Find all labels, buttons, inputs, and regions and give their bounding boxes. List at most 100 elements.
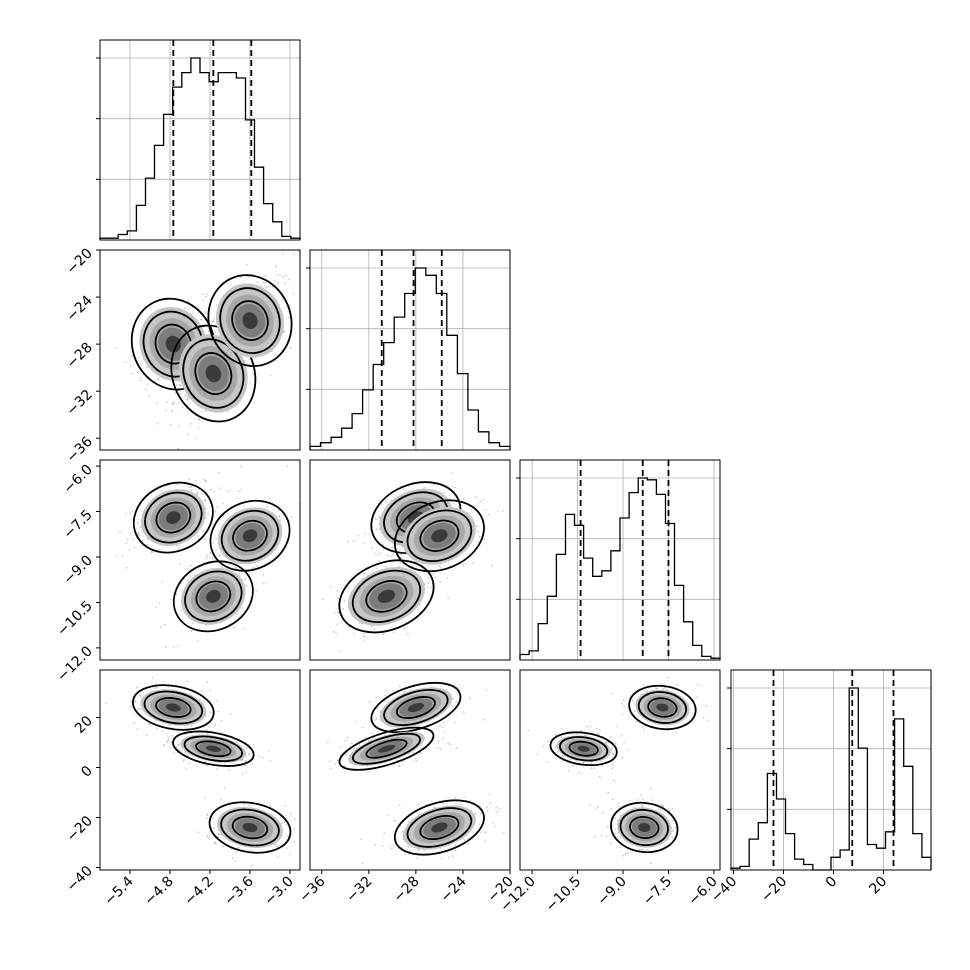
sample-point (337, 597, 339, 599)
sample-point (434, 576, 437, 578)
sample-point (170, 424, 172, 426)
sample-point (189, 486, 192, 489)
sample-point (217, 710, 219, 713)
density-fill (206, 589, 221, 603)
sample-point (451, 472, 453, 474)
sample-point (157, 548, 160, 551)
sample-point (196, 541, 198, 543)
sample-point (166, 741, 168, 744)
contour-line (395, 696, 436, 719)
sample-point (129, 365, 132, 368)
sample-point (218, 833, 220, 835)
sample-point (458, 506, 461, 508)
sample-point (171, 734, 174, 737)
contour-line (365, 580, 408, 613)
sample-point (248, 358, 251, 361)
sample-point (480, 812, 483, 815)
sample-point (209, 552, 211, 554)
sample-point (418, 803, 420, 806)
sample-point (447, 741, 449, 744)
sample-point (220, 719, 223, 722)
sample-point (376, 707, 379, 709)
sample-point (233, 576, 235, 578)
sample-point (204, 479, 207, 482)
sample-point (560, 736, 563, 738)
sample-point (392, 690, 395, 693)
sample-point (597, 806, 599, 808)
sample-point (137, 533, 140, 535)
sample-point (145, 365, 148, 368)
sample-point (290, 516, 293, 518)
contour-line (559, 736, 609, 762)
sample-point (599, 776, 601, 778)
sample-point (202, 353, 204, 355)
sample-point (246, 263, 249, 266)
density-fill (656, 703, 669, 712)
sample-point (657, 808, 660, 811)
sample-point (394, 820, 396, 822)
sample-point (611, 798, 614, 801)
sample-point (232, 562, 234, 565)
sample-point (235, 567, 237, 569)
sample-point (336, 611, 339, 613)
sample-point (641, 805, 644, 807)
sample-point (287, 835, 289, 837)
sample-point (619, 846, 621, 849)
sample-point (650, 787, 652, 790)
sample-point (448, 856, 450, 859)
panel-content (116, 465, 300, 648)
sample-point (409, 850, 411, 852)
sample-point (282, 253, 284, 256)
sample-point (262, 757, 264, 759)
x-tick-label: −36 (296, 873, 328, 905)
contour-line (619, 808, 669, 847)
sample-point (213, 842, 216, 844)
sample-point (381, 845, 384, 847)
sample-point (139, 695, 142, 697)
sample-point (277, 282, 279, 284)
sample-point (137, 371, 139, 374)
sample-point (605, 836, 608, 838)
sample-point (420, 751, 422, 754)
sample-point (269, 805, 272, 808)
sample-point (640, 849, 642, 851)
sample-point (230, 352, 232, 354)
hist-panel-2 (516, 459, 721, 661)
sample-point (455, 701, 457, 703)
sample-point (222, 502, 224, 505)
sample-point (461, 803, 463, 806)
sample-point (196, 535, 199, 537)
panel-frame (99, 669, 301, 871)
sample-point (293, 840, 295, 843)
sample-point (547, 740, 549, 742)
sample-point (654, 687, 657, 689)
sample-point (190, 630, 193, 632)
sample-point (231, 857, 234, 859)
sample-point (433, 572, 435, 574)
sample-point (285, 824, 288, 826)
sample-point (374, 552, 376, 555)
sample-point (439, 748, 442, 750)
sample-point (293, 827, 296, 830)
sample-point (139, 379, 142, 381)
sample-point (139, 363, 142, 365)
sample-point (252, 744, 255, 746)
sample-point (190, 489, 193, 492)
sample-point (483, 538, 486, 541)
sample-point (647, 849, 649, 851)
sample-point (215, 700, 218, 702)
sample-point (696, 683, 699, 686)
sample-point (215, 538, 217, 540)
sample-point (195, 437, 198, 440)
sample-point (209, 689, 212, 692)
density-fill (431, 822, 448, 833)
sample-point (244, 760, 247, 762)
x-tick-label: 20 (866, 874, 890, 898)
sample-point (222, 515, 225, 517)
sample-point (249, 849, 252, 851)
panel-frame (309, 459, 511, 661)
sample-point (398, 764, 400, 767)
sample-point (206, 554, 208, 557)
sample-point (226, 410, 229, 413)
sample-point (601, 812, 604, 814)
